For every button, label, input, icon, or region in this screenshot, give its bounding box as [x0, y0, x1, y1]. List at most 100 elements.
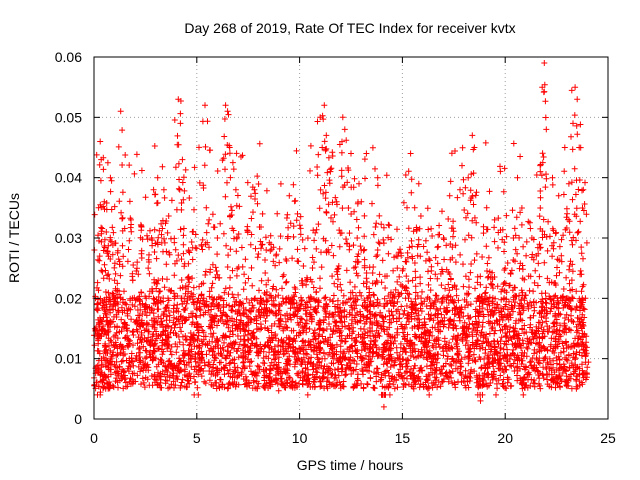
data-point: [107, 174, 114, 181]
data-point: [101, 198, 108, 205]
data-point: [276, 301, 282, 308]
y-tick-label: 0.04: [55, 170, 82, 186]
data-point: [333, 198, 340, 205]
data-point: [411, 204, 418, 211]
x-tick-label: 10: [292, 430, 308, 446]
data-point: [317, 114, 324, 121]
data-point: [539, 84, 546, 91]
data-point: [294, 210, 301, 217]
data-point: [582, 295, 589, 302]
data-point: [206, 216, 213, 223]
data-point: [393, 253, 400, 260]
data-point: [446, 192, 453, 199]
data-point: [555, 192, 562, 199]
data-point: [232, 186, 239, 193]
data-point: [374, 174, 381, 181]
data-point: [259, 210, 266, 217]
data-point: [202, 102, 208, 109]
data-point: [319, 144, 326, 151]
data-point: [321, 102, 328, 109]
data-point: [302, 307, 309, 314]
y-tick-label: 0.01: [55, 351, 82, 367]
data-point: [541, 60, 548, 66]
data-point: [193, 343, 200, 350]
data-point: [97, 138, 104, 145]
data-point: [98, 156, 105, 163]
x-tick-label: 25: [600, 430, 616, 446]
data-point: [327, 168, 334, 175]
data-point: [424, 343, 431, 350]
data-point: [483, 204, 490, 211]
y-tick-label: 0.05: [55, 109, 82, 125]
background-marks: [91, 81, 592, 398]
data-point: [528, 235, 535, 241]
data-point: [222, 102, 229, 109]
data-point: [520, 307, 527, 314]
x-axis-label: GPS time / hours: [297, 457, 404, 473]
data-point: [465, 174, 472, 181]
x-tick-label: 20: [497, 430, 513, 446]
data-point: [134, 259, 141, 266]
data-point: [267, 337, 274, 344]
x-tick-labels: 0 5 10 15 20 25: [90, 430, 616, 446]
data-points: [91, 60, 592, 410]
data-point: [565, 180, 572, 187]
data-point: [576, 144, 583, 151]
data-point: [561, 144, 568, 151]
data-point: [128, 216, 134, 223]
x-tick-label: 5: [193, 430, 201, 446]
data-point: [339, 114, 346, 121]
data-point: [185, 247, 192, 254]
data-point: [364, 295, 371, 302]
x-tick-label: 0: [90, 430, 98, 446]
data-point: [570, 120, 576, 127]
data-point: [311, 259, 317, 266]
data-point: [358, 198, 365, 205]
y-tick-label: 0: [74, 411, 82, 427]
data-point: [415, 180, 422, 187]
data-point: [471, 144, 478, 151]
data-point: [440, 235, 447, 241]
data-point: [177, 120, 184, 127]
data-point: [95, 337, 102, 344]
data-point: [537, 162, 544, 169]
data-point: [341, 126, 348, 133]
data-point: [148, 235, 155, 241]
data-point: [175, 96, 182, 103]
data-point: [117, 108, 124, 115]
data-point: [111, 277, 118, 284]
data-point: [452, 259, 459, 266]
data-point: [140, 343, 147, 350]
data-point: [354, 235, 361, 241]
data-point: [214, 235, 221, 241]
data-point: [224, 108, 231, 115]
data-point: [348, 150, 354, 157]
data-point: [154, 174, 161, 181]
data-point: [459, 162, 465, 169]
data-point: [574, 96, 581, 103]
data-point: [432, 271, 439, 278]
y-tick-label: 0.06: [55, 49, 82, 65]
data-point: [323, 132, 330, 139]
data-point: [572, 84, 579, 91]
chart-title: Day 268 of 2019, Rate Of TEC Index for r…: [184, 20, 515, 36]
data-point: [160, 186, 167, 193]
data-point: [407, 150, 414, 157]
y-tick-label: 0.03: [55, 230, 82, 246]
data-point: [385, 337, 391, 344]
data-point: [477, 397, 484, 404]
data-point: [286, 192, 293, 199]
data-point: [549, 174, 556, 181]
data-point: [165, 295, 171, 302]
data-point: [502, 265, 509, 272]
data-point: [380, 403, 387, 410]
x-tick-label: 15: [395, 430, 411, 446]
y-tick-label: 0.02: [55, 290, 82, 306]
data-point: [580, 186, 587, 193]
data-point: [399, 283, 406, 290]
data-point: [103, 229, 110, 235]
data-point: [251, 186, 258, 193]
data-point: [469, 132, 476, 139]
y-axis-label: ROTI / TECUs: [6, 193, 22, 283]
